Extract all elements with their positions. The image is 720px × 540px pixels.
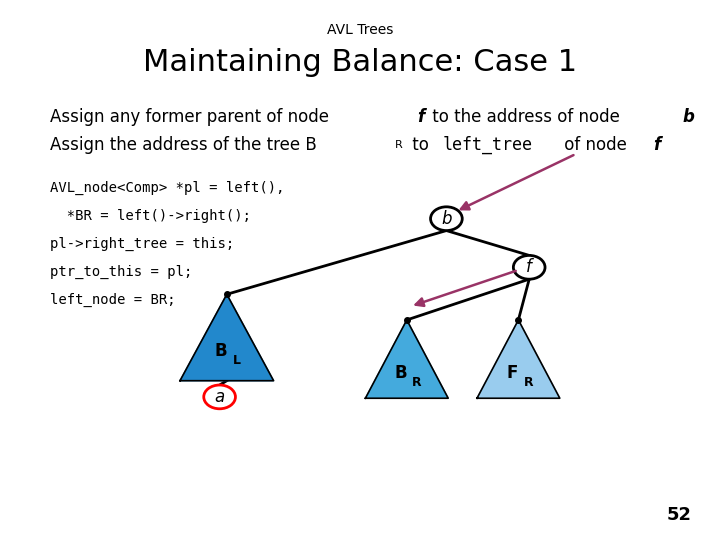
Text: ptr_to_this = pl;: ptr_to_this = pl; [50,265,193,279]
Text: f: f [526,258,532,276]
Text: B: B [395,363,408,382]
Text: Assign the address of the tree B: Assign the address of the tree B [50,136,317,154]
Text: *BR = left()->right();: *BR = left()->right(); [50,209,251,223]
Text: F: F [507,363,518,382]
Text: f: f [417,108,424,126]
Polygon shape [365,320,448,399]
Text: 52: 52 [666,506,691,524]
Text: a: a [215,388,225,406]
Text: left_node = BR;: left_node = BR; [50,293,176,307]
Polygon shape [180,294,274,381]
Text: f: f [653,136,660,154]
Text: R: R [523,376,534,389]
Text: Maintaining Balance: Case 1: Maintaining Balance: Case 1 [143,48,577,77]
Text: R: R [395,140,402,151]
Text: R: R [412,376,422,389]
Text: B: B [215,342,228,360]
Text: AVL Trees: AVL Trees [327,23,393,37]
Text: to the address of node: to the address of node [426,108,625,126]
Circle shape [204,385,235,409]
Text: left_tree: left_tree [443,136,533,154]
Text: L: L [233,354,241,367]
Text: to: to [408,136,435,154]
Text: Assign any former parent of node: Assign any former parent of node [50,108,335,126]
Text: pl->right_tree = this;: pl->right_tree = this; [50,237,235,251]
Text: b: b [682,108,694,126]
Text: of node: of node [559,136,631,154]
Text: b: b [441,210,451,228]
Circle shape [431,207,462,231]
Polygon shape [477,320,560,399]
Circle shape [513,255,545,279]
Text: AVL_node<Comp> *pl = left(),: AVL_node<Comp> *pl = left(), [50,181,285,195]
